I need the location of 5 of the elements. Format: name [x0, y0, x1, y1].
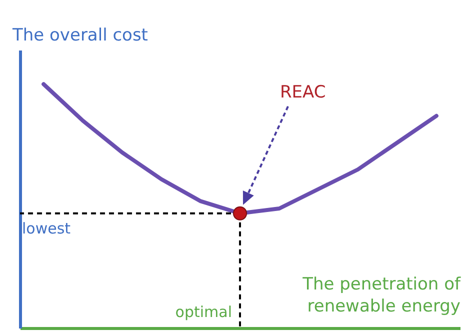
ref-line-label: lowest — [22, 219, 71, 238]
x-axis-title: The penetration of renewable energy — [302, 274, 462, 316]
y-axis-title: The overall cost — [12, 26, 148, 46]
annotation: REAC — [280, 82, 326, 102]
annotation: optimal — [175, 303, 232, 321]
